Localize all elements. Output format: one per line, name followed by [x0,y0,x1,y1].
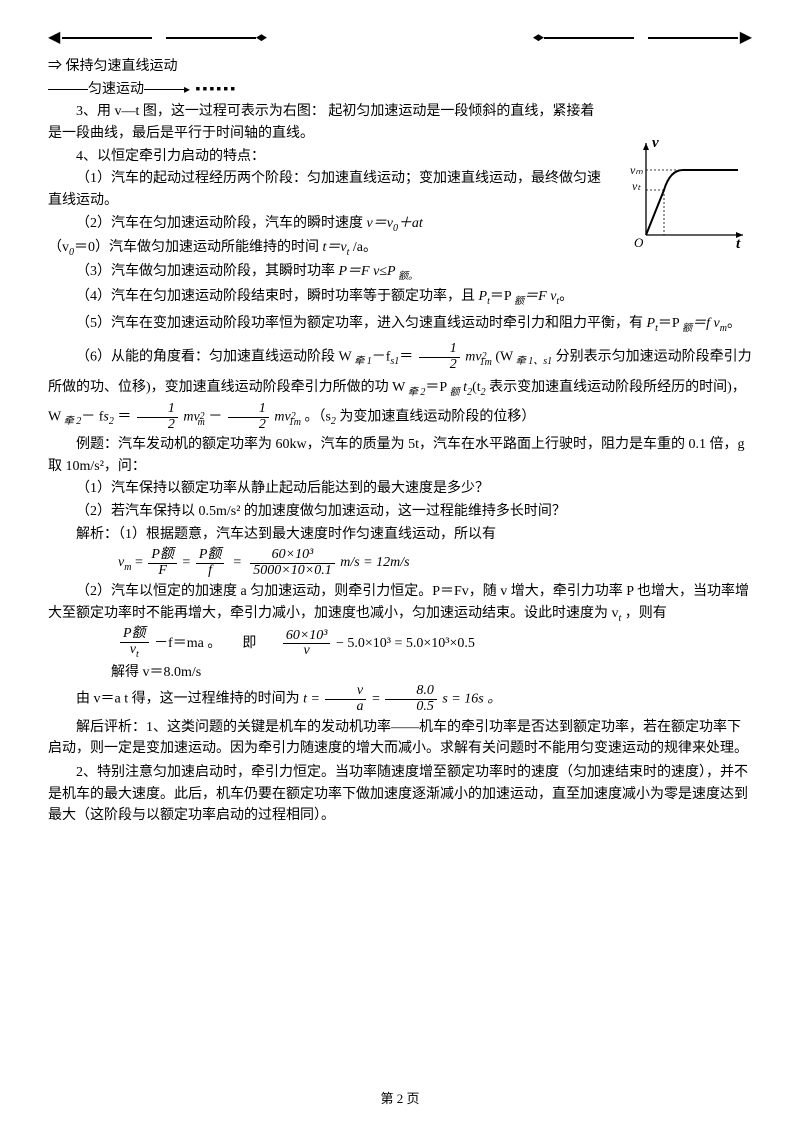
axis-v-label: v [652,135,659,151]
para-4-4: （4）汽车在匀加速运动阶段结束时，瞬时功率等于额定功率，且 Pt＝P 额＝F v… [48,286,752,309]
example-q1: （1）汽车保持以额定功率从静止起动后能达到的最大速度是多少？ [48,478,752,500]
commentary-2: 2、特别注意匀加速启动时，牵引力恒定。当功率随速度增至额定功率时的速度（匀加速结… [48,762,752,827]
commentary-1: 解后评析：1、这类问题的关键是机车的发动机功率——机车的牵引功率是否达到额定功率… [48,717,752,760]
vt-label: vₜ [632,179,641,193]
vt-graph: v t vₘ vₜ O [628,135,748,250]
example-sol2: （2）汽车以恒定的加速度 a 匀加速运动，则牵引力恒定。P＝Fv，随 v 增大，… [48,581,752,626]
axis-t-label: t [736,236,741,250]
equation-2: P额vt －f＝ma 。 即 60×10³v − 5.0×10³ = 5.0×1… [48,627,752,661]
example-q2: （2）若汽车保持以 0.5m/s² 的加速度做匀加速运动，这一过程能维持多长时间… [48,501,752,523]
example-sol1: 解析：（1）根据题意，汽车达到最大速度时作匀速直线运动，所以有 [48,524,752,546]
para-4-5: （5）汽车在变加速运动阶段功率恒为额定功率，进入匀速直线运动时牵引力和阻力平衡，… [48,313,752,336]
uniform-motion-label: 匀速运动▸ ▪▪▪▪▪▪ [48,79,752,101]
example-sol2b: 解得 v＝8.0m/s [48,662,752,684]
equation-1: vm = P额F = P额f = 60×10³5000×10×0.1 m/s =… [48,546,752,580]
page-top-rule: ◀◆ ◆▶ [48,30,752,46]
arrow-conclusion: ⇒ 保持匀速直线运动 [48,56,752,78]
example-sol2c: 由 v＝a t 得，这一过程维持的时间为 t = va = 8.00.5 s =… [48,684,752,714]
para-4-6: （6）从能的角度看：匀加速直线运动阶段 W 牵 1－fs1＝ 12 mv21m … [48,342,752,433]
para-4-3: （3）汽车做匀加速运动阶段，其瞬时功率 P＝F v≤P 额。 [48,261,752,284]
vm-label: vₘ [630,163,643,177]
page-number: 第 2 页 [0,1089,800,1109]
origin-label: O [634,235,644,250]
example-stem: 例题：汽车发动机的额定功率为 60kw，汽车的质量为 5t，汽车在水平路面上行驶… [48,434,752,477]
